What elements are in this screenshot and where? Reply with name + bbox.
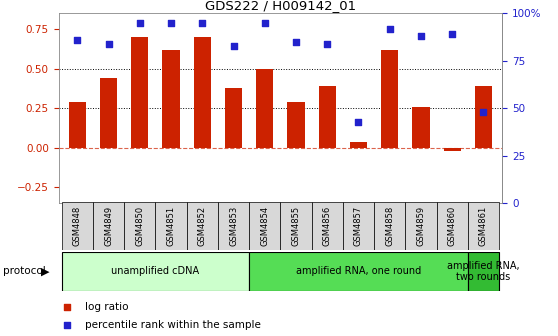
Bar bbox=[187, 202, 218, 250]
Bar bbox=[468, 202, 499, 250]
Bar bbox=[218, 202, 249, 250]
Bar bbox=[249, 202, 280, 250]
Text: GSM4852: GSM4852 bbox=[198, 206, 207, 246]
Text: unamplified cDNA: unamplified cDNA bbox=[112, 266, 200, 276]
Bar bbox=[156, 202, 187, 250]
Bar bbox=[256, 69, 273, 148]
Bar bbox=[311, 202, 343, 250]
Point bbox=[448, 32, 456, 37]
Bar bbox=[69, 102, 86, 148]
Text: GSM4854: GSM4854 bbox=[260, 206, 270, 246]
Point bbox=[63, 323, 72, 328]
Bar bbox=[162, 50, 180, 148]
Text: GSM4849: GSM4849 bbox=[104, 206, 113, 246]
Point bbox=[136, 20, 145, 26]
Bar bbox=[249, 252, 468, 291]
Text: protocol: protocol bbox=[3, 266, 46, 276]
Point bbox=[63, 304, 72, 309]
Text: percentile rank within the sample: percentile rank within the sample bbox=[85, 320, 261, 330]
Point bbox=[385, 26, 394, 31]
Text: GSM4850: GSM4850 bbox=[135, 206, 145, 246]
Bar bbox=[131, 37, 148, 148]
Text: GSM4860: GSM4860 bbox=[448, 206, 456, 246]
Point bbox=[198, 20, 207, 26]
Bar bbox=[475, 86, 492, 148]
Point bbox=[291, 39, 300, 45]
Bar bbox=[287, 102, 305, 148]
Text: GSM4853: GSM4853 bbox=[229, 206, 238, 246]
Bar bbox=[381, 50, 398, 148]
Text: amplified RNA, one round: amplified RNA, one round bbox=[296, 266, 421, 276]
Point bbox=[229, 43, 238, 48]
Point bbox=[416, 34, 425, 39]
Point bbox=[354, 119, 363, 124]
Bar bbox=[100, 78, 117, 148]
Bar bbox=[405, 202, 436, 250]
Text: GSM4859: GSM4859 bbox=[416, 206, 426, 246]
Text: GSM4851: GSM4851 bbox=[166, 206, 176, 246]
Bar bbox=[280, 202, 311, 250]
Bar bbox=[374, 202, 405, 250]
Text: amplified RNA,
two rounds: amplified RNA, two rounds bbox=[447, 260, 519, 282]
Text: GSM4856: GSM4856 bbox=[323, 206, 332, 246]
Bar bbox=[468, 252, 499, 291]
Bar bbox=[319, 86, 336, 148]
Bar bbox=[343, 202, 374, 250]
Bar bbox=[62, 252, 249, 291]
Bar bbox=[93, 202, 124, 250]
Bar bbox=[225, 88, 242, 148]
Point bbox=[479, 110, 488, 115]
Text: GSM4848: GSM4848 bbox=[73, 206, 82, 246]
Bar bbox=[194, 37, 211, 148]
Text: GSM4861: GSM4861 bbox=[479, 206, 488, 246]
Point bbox=[323, 41, 331, 46]
Title: GDS222 / H009142_01: GDS222 / H009142_01 bbox=[205, 0, 356, 12]
Bar bbox=[412, 107, 430, 148]
Text: GSM4857: GSM4857 bbox=[354, 206, 363, 246]
Bar bbox=[444, 148, 461, 151]
Text: GSM4855: GSM4855 bbox=[291, 206, 301, 246]
Bar bbox=[124, 202, 156, 250]
Text: GSM4858: GSM4858 bbox=[385, 206, 395, 246]
Bar bbox=[62, 202, 93, 250]
Text: ▶: ▶ bbox=[41, 266, 49, 276]
Text: log ratio: log ratio bbox=[85, 302, 129, 312]
Point bbox=[73, 37, 82, 43]
Point bbox=[104, 41, 113, 46]
Bar bbox=[436, 202, 468, 250]
Point bbox=[167, 20, 176, 26]
Point bbox=[261, 20, 270, 26]
Bar bbox=[350, 141, 367, 148]
